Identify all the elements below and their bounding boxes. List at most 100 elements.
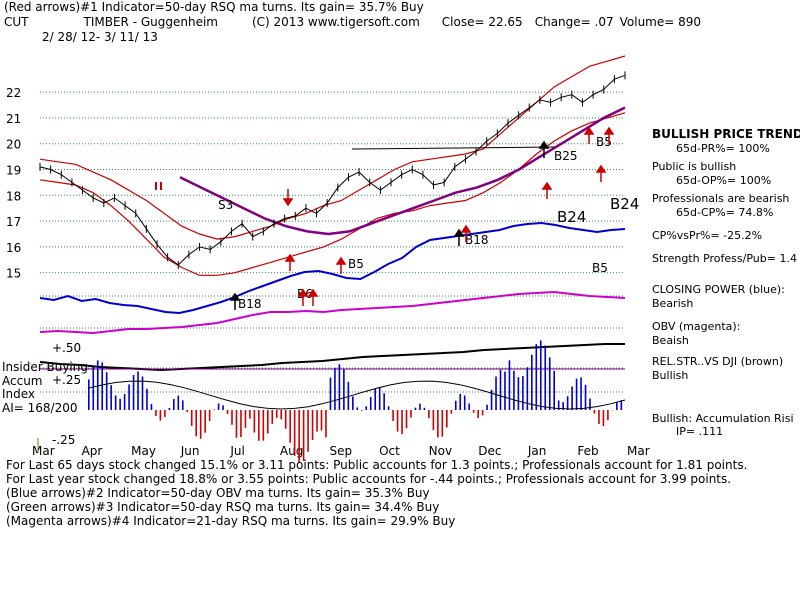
footer-line-5: (Magenta arrows)#4 Indicator=21-day RSQ …: [6, 514, 456, 528]
obv-label: OBV (magenta):: [652, 320, 741, 333]
ai-value: AI= 168/200: [2, 401, 77, 415]
red-down-arrow: [282, 189, 294, 207]
change-value: Change= .07: [534, 15, 614, 29]
cp-value: 65d-CP%= 74.8%: [676, 206, 774, 219]
accum-bar: [110, 385, 112, 410]
volume-value: Volume= 890: [619, 15, 702, 29]
month-tick-label: Nov: [429, 444, 452, 458]
accum-bar: [137, 371, 139, 410]
accum-bar: [602, 410, 605, 427]
accum-bar: [481, 410, 484, 416]
accum-bar: [383, 393, 385, 410]
accum-bar: [508, 360, 511, 410]
footer-line-1: For Last 65 days stock changed 15.1% or …: [6, 458, 748, 472]
accum-bar: [396, 410, 399, 432]
accum-bar: [316, 410, 318, 432]
accum-bar: [329, 377, 332, 410]
accum-bar: [217, 403, 220, 410]
ma50-line: [179, 106, 626, 236]
accum-bar: [544, 345, 547, 410]
accum-bar: [352, 396, 354, 410]
chart-title: TIMBER - Guggenheim: [83, 15, 218, 29]
accum-bar: [410, 410, 412, 418]
month-tick-label: Feb: [577, 444, 598, 458]
accum-scale-neg25: -.25: [52, 433, 75, 447]
accum-bar: [146, 388, 148, 410]
accum-bar: [343, 369, 345, 410]
accum-bar: [392, 410, 394, 421]
accum-bar: [374, 388, 376, 410]
accum-bar: [159, 410, 162, 421]
accum-bar: [454, 400, 457, 410]
accum-bar: [186, 410, 189, 413]
accum-bar: [356, 407, 359, 410]
accum-bar: [486, 404, 488, 410]
b18-label: B18: [238, 297, 262, 311]
accum-bar: [249, 410, 251, 419]
black-up-arrow: [229, 292, 241, 310]
red-up-arrow: [541, 181, 553, 199]
red-bar-marker: [160, 182, 162, 190]
close-price-line: [39, 74, 626, 266]
b25-label: B25: [554, 149, 578, 163]
accum-bar: [566, 396, 569, 410]
red-up-arrow: [297, 288, 309, 306]
month-tick-label: Aug: [280, 444, 303, 458]
accum-bar: [289, 410, 291, 443]
b24-label: B24: [557, 208, 586, 226]
accum-bar: [195, 410, 197, 437]
ticker: CUT: [4, 15, 29, 29]
accum-bar: [307, 410, 309, 452]
accum-bar: [432, 410, 435, 431]
price-tick-label: 22: [6, 86, 21, 100]
lower-band-line: [39, 112, 626, 276]
accum-bar: [123, 394, 126, 410]
b5-label-2: B5: [348, 257, 364, 271]
accum-bar: [204, 410, 206, 433]
accum-bar: [105, 372, 108, 410]
accum-bar: [490, 389, 493, 410]
closing-power-value: Bearish: [652, 297, 694, 310]
accum-bar: [593, 410, 596, 414]
red-up-arrow: [335, 256, 347, 274]
accum-bar: [557, 400, 560, 410]
accum-bar: [181, 400, 184, 410]
index-label: Index: [2, 387, 35, 401]
accum-bar: [378, 386, 381, 410]
accum-bar: [553, 370, 555, 410]
s3-label: S3: [218, 198, 233, 212]
month-tick-label: Jun: [180, 444, 200, 458]
pros-status: Professionals are bearish: [652, 192, 790, 205]
red-up-arrow: [460, 224, 472, 242]
red-bar-marker: [155, 182, 157, 190]
accum-bar: [267, 410, 269, 434]
accum-bar: [155, 410, 157, 417]
accum-bar: [177, 395, 180, 410]
accum-scale-25: +.25: [52, 373, 81, 387]
obv-line: [39, 290, 626, 335]
accum-bar: [141, 376, 144, 410]
accum-bar: [338, 364, 341, 410]
accum-bar: [450, 410, 453, 414]
month-tick-label: May: [131, 444, 156, 458]
accum-bar: [360, 410, 363, 411]
b18-label-2: B18: [465, 233, 489, 247]
month-tick-label: Mar: [627, 444, 650, 458]
accum-bar: [548, 357, 551, 410]
accum-bar: [463, 395, 466, 410]
resistance-line: [351, 146, 556, 150]
accum-bar: [589, 398, 591, 410]
month-tick-label: Jul: [229, 444, 244, 458]
copyright: (C) 2013 www.tigersoft.com: [251, 15, 420, 29]
red-up-arrow: [583, 126, 595, 144]
accum-bar: [302, 410, 305, 461]
accum-bar: [428, 410, 430, 419]
accum-bar: [320, 410, 323, 431]
month-tick-label: Jan: [527, 444, 547, 458]
red-up-arrow: [284, 253, 296, 271]
accum-bar: [244, 410, 247, 428]
closing-power-label: CLOSING POWER (blue):: [652, 283, 785, 296]
op-value: 65d-OP%= 100%: [676, 174, 772, 187]
accum-bar: [571, 386, 573, 410]
accum-bar: [539, 340, 542, 410]
